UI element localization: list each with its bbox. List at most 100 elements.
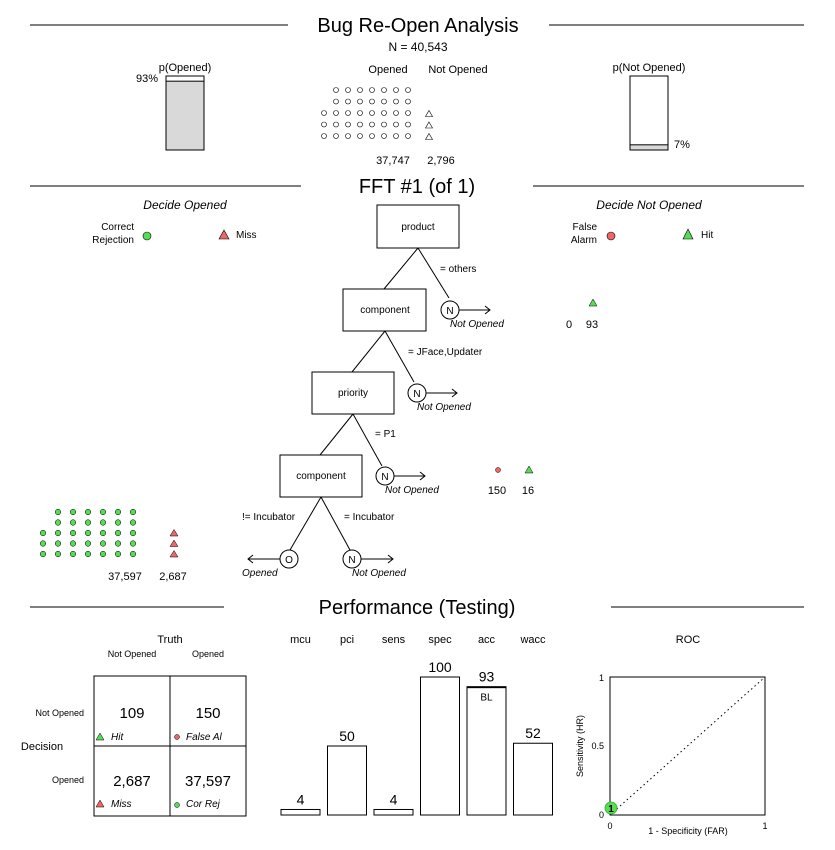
header-not-opened-icons bbox=[424, 109, 434, 140]
left-cr-circle-icon bbox=[69, 519, 77, 526]
left-cr-circle-icon bbox=[84, 540, 92, 547]
count-not-opened: 2,796 bbox=[427, 155, 455, 167]
roc-point bbox=[604, 801, 618, 815]
bar-category-wacc: wacc bbox=[519, 634, 546, 646]
legend-correct-rejection-1: Correct bbox=[101, 222, 134, 233]
roc-title: ROC bbox=[676, 634, 701, 646]
bar-category-sens: sens bbox=[382, 634, 406, 646]
left-cr-circle-icon bbox=[39, 529, 47, 537]
node-component-label: component bbox=[360, 305, 410, 316]
bar-value-pci: 50 bbox=[339, 728, 355, 744]
cm-miss-value: 2,687 bbox=[113, 773, 151, 790]
header-opened-circle-icon bbox=[393, 110, 399, 116]
cue-2: = JFace,Updater bbox=[408, 347, 483, 358]
left-miss-count: 2,687 bbox=[159, 571, 187, 583]
header-opened-circle-icon bbox=[345, 110, 351, 116]
header-opened-circle-icon bbox=[405, 98, 411, 105]
dec-opened: Opened bbox=[52, 775, 84, 785]
n-label: N = 40,543 bbox=[388, 40, 447, 54]
left-cr-count: 37,597 bbox=[108, 571, 142, 583]
left-cr-circle-icon bbox=[99, 529, 107, 537]
exit-1-arrowhead-icon bbox=[484, 305, 491, 315]
header-opened-circle-icon bbox=[333, 87, 339, 93]
roc-ylabel: Sensitivity (HR) bbox=[575, 715, 585, 777]
header-opened-circle-icon bbox=[405, 87, 411, 93]
performance-bars: mcu 4 pci 50 sens 4 spec 100 acc 93 BL wacc 52 bbox=[280, 634, 553, 816]
bar-wacc bbox=[513, 742, 553, 816]
left-cr-circle-icon bbox=[84, 519, 92, 526]
cm-cr-label: Cor Rej bbox=[186, 799, 221, 810]
header-opened-circle-icon bbox=[381, 110, 387, 116]
left-cr-circle-icon bbox=[99, 519, 107, 526]
header-opened-circle-icon bbox=[369, 133, 375, 139]
branch-4-right bbox=[320, 496, 351, 551]
perf-title: Performance (Testing) bbox=[319, 597, 516, 619]
header-opened-icons bbox=[321, 87, 411, 139]
decide-opened-heading: Decide Opened bbox=[143, 198, 227, 212]
legend-false-alarm-1: False bbox=[573, 222, 598, 233]
node-product-label: product bbox=[401, 222, 435, 233]
exit-3-arrowhead-icon bbox=[419, 471, 426, 481]
col-opened-label: Opened bbox=[368, 64, 407, 76]
exit-1-label: Not Opened bbox=[450, 319, 504, 330]
left-cr-circle-icon bbox=[114, 550, 122, 558]
left-cr-circle-icon bbox=[129, 508, 137, 516]
header-opened-circle-icon bbox=[381, 87, 387, 93]
left-cr-circle-icon bbox=[99, 540, 107, 547]
legend-green-circle-icon bbox=[142, 231, 152, 241]
bar-category-mcu: mcu bbox=[290, 634, 311, 646]
header-not-opened-triangle-icon bbox=[424, 132, 434, 140]
bar-value-mcu: 4 bbox=[297, 791, 305, 807]
branch-1-right bbox=[417, 247, 450, 299]
header-opened-circle-icon bbox=[345, 121, 351, 128]
roc-diagonal bbox=[609, 676, 766, 816]
exit-1-symbol: N bbox=[446, 306, 453, 317]
header-opened-circle-icon bbox=[369, 98, 375, 105]
header-opened-circle-icon bbox=[321, 121, 327, 128]
exit-4-right-arrowhead-icon bbox=[387, 554, 394, 564]
legend-miss: Miss bbox=[236, 230, 257, 241]
legend-false-alarm-2: Alarm bbox=[571, 235, 597, 246]
exit-2-arrowhead-icon bbox=[451, 388, 458, 398]
bar-category-spec: spec bbox=[428, 634, 452, 646]
roc-x-tick-0: 0 bbox=[607, 821, 612, 831]
header-opened-circle-icon bbox=[405, 133, 411, 139]
left-cr-circle-icon bbox=[69, 529, 77, 537]
roc-y-tick-0: 0 bbox=[599, 810, 604, 820]
branch-3-left bbox=[319, 413, 354, 456]
left-cr-circle-icon bbox=[69, 550, 77, 558]
right-bottom-hit-count: 16 bbox=[522, 485, 534, 497]
truth-label: Truth bbox=[157, 634, 182, 646]
header-opened-circle-icon bbox=[321, 133, 327, 139]
roc-xlabel: 1 - Specificity (FAR) bbox=[648, 826, 728, 836]
exit-4-right-symbol: N bbox=[348, 555, 355, 566]
header-opened-circle-icon bbox=[369, 121, 375, 128]
bar-mcu bbox=[280, 808, 321, 816]
header-opened-circle-icon bbox=[357, 133, 363, 139]
node-priority-label: priority bbox=[338, 388, 368, 399]
left-cr-circle-icon bbox=[84, 529, 92, 537]
bar-spec bbox=[420, 676, 460, 816]
p-opened-label: p(Opened) bbox=[159, 62, 212, 74]
cm-cr-value: 37,597 bbox=[185, 773, 231, 790]
left-cr-circle-icon bbox=[54, 508, 62, 516]
roc-x-tick-1: 1 bbox=[762, 821, 767, 831]
header-not-opened-triangle-icon bbox=[424, 121, 434, 129]
left-cr-circle-icon bbox=[99, 550, 107, 558]
exit-2-label: Not Opened bbox=[417, 402, 471, 413]
exit-3-symbol: N bbox=[381, 472, 388, 483]
exit-2-symbol: N bbox=[413, 389, 420, 400]
left-cr-circle-icon bbox=[99, 508, 107, 516]
left-cr-circle-icon bbox=[69, 540, 77, 547]
header-opened-circle-icon bbox=[405, 110, 411, 116]
cue-4-left: != Incubator bbox=[242, 512, 296, 523]
p-opened-value: 93% bbox=[136, 73, 158, 85]
left-cr-circle-icon bbox=[114, 540, 122, 547]
cm-fa-label: False Al bbox=[186, 732, 223, 743]
right-bottom-fa-count: 150 bbox=[488, 485, 506, 497]
bar-sens bbox=[373, 808, 414, 816]
cm-fa-icon bbox=[174, 734, 180, 740]
right-bottom-hit-icon bbox=[524, 465, 534, 474]
legend-green-triangle-icon bbox=[682, 228, 694, 240]
legend-red-circle-icon bbox=[606, 231, 616, 241]
